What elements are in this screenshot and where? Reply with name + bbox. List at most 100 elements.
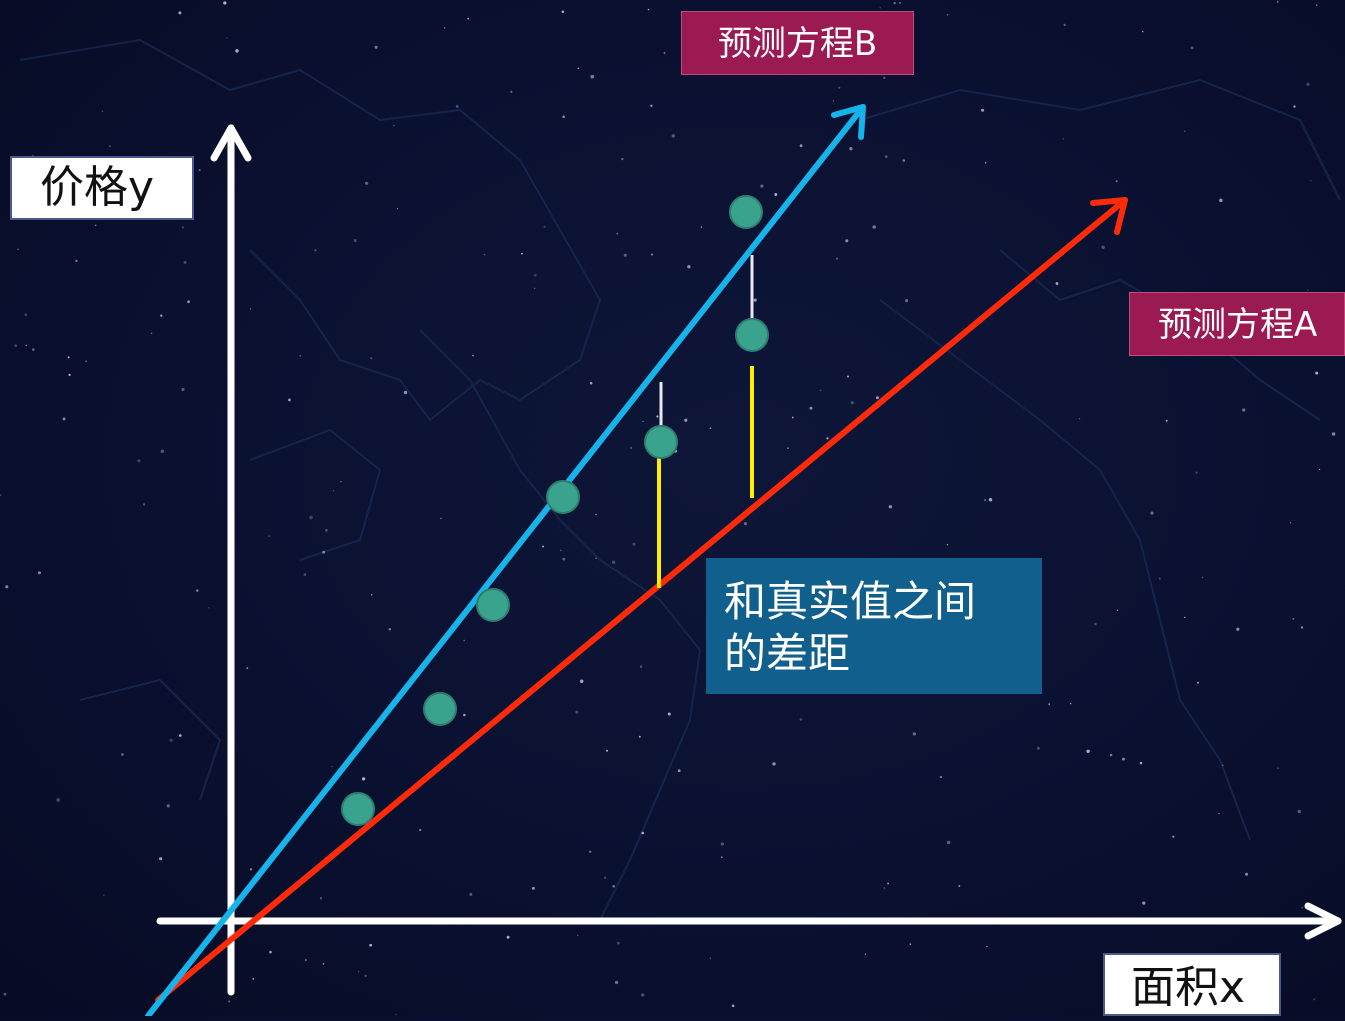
- star: [1315, 371, 1319, 375]
- star: [986, 945, 988, 948]
- star: [353, 239, 357, 242]
- star: [1316, 4, 1318, 6]
- residual-note-line1: 和真实值之间: [724, 577, 977, 626]
- star: [912, 732, 916, 736]
- star: [24, 313, 28, 317]
- star: [850, 401, 854, 405]
- star: [443, 27, 446, 29]
- star: [94, 224, 97, 227]
- star: [395, 1013, 397, 1016]
- data-points: [341, 195, 769, 826]
- star: [269, 950, 272, 954]
- star: [774, 193, 778, 196]
- data-point: [476, 588, 510, 622]
- star: [684, 418, 688, 422]
- star: [879, 7, 881, 9]
- star: [663, 51, 666, 54]
- star: [463, 639, 465, 642]
- star: [1242, 408, 1246, 412]
- line-a-arrowhead: [1090, 197, 1128, 235]
- star: [731, 1004, 735, 1008]
- star: [68, 373, 71, 377]
- x-axis-label: 面积x: [1103, 953, 1281, 1016]
- star: [791, 416, 794, 419]
- star: [864, 953, 867, 955]
- star: [56, 798, 60, 802]
- star: [709, 957, 712, 959]
- star: [899, 2, 901, 4]
- star: [1139, 761, 1143, 765]
- star: [1218, 812, 1220, 815]
- star: [1219, 198, 1223, 203]
- star: [322, 550, 326, 554]
- star: [103, 894, 105, 896]
- star: [709, 427, 712, 430]
- data-point: [735, 318, 769, 352]
- star: [319, 897, 323, 900]
- star: [403, 390, 408, 395]
- star: [1165, 419, 1168, 422]
- star: [361, 777, 366, 781]
- star: [1196, 681, 1200, 684]
- star: [178, 734, 182, 737]
- star: [455, 104, 459, 108]
- star: [393, 124, 395, 127]
- star: [1115, 180, 1118, 183]
- star: [166, 804, 170, 808]
- star: [1222, 764, 1224, 767]
- star: [137, 459, 141, 463]
- star: [946, 840, 951, 845]
- star: [589, 850, 592, 853]
- star: [1094, 622, 1097, 626]
- star: [616, 232, 619, 235]
- star: [984, 499, 986, 501]
- star: [178, 11, 182, 15]
- star: [632, 542, 636, 546]
- star: [576, 934, 579, 937]
- star: [542, 545, 545, 548]
- data-point: [546, 480, 580, 514]
- star: [3, 992, 7, 996]
- star: [809, 406, 813, 410]
- star: [875, 396, 879, 400]
- star: [109, 145, 111, 147]
- star: [630, 446, 633, 449]
- star: [1101, 245, 1105, 250]
- star: [506, 935, 510, 939]
- star: [287, 398, 291, 402]
- star: [905, 299, 909, 303]
- star: [533, 273, 537, 277]
- star: [590, 74, 594, 79]
- star: [614, 980, 619, 985]
- star: [467, 17, 470, 20]
- prediction-line-b: [145, 104, 866, 1016]
- star: [559, 549, 562, 552]
- star: [835, 257, 839, 260]
- star: [606, 749, 609, 752]
- star: [159, 857, 163, 861]
- star: [208, 607, 210, 609]
- star: [639, 665, 643, 668]
- star: [577, 67, 580, 70]
- star: [787, 447, 789, 449]
- star: [14, 344, 18, 348]
- star: [612, 885, 615, 888]
- star: [169, 738, 173, 742]
- star: [370, 357, 373, 360]
- star: [1306, 82, 1310, 86]
- star: [187, 300, 190, 304]
- star: [472, 355, 474, 357]
- star: [647, 8, 650, 11]
- star: [561, 10, 565, 13]
- star: [0, 493, 2, 497]
- star: [984, 162, 987, 164]
- star: [309, 515, 313, 520]
- star: [1150, 511, 1154, 515]
- star: [1036, 746, 1040, 750]
- star: [249, 308, 252, 310]
- star: [364, 181, 369, 185]
- star: [799, 144, 803, 148]
- star: [364, 974, 367, 978]
- star: [32, 348, 35, 351]
